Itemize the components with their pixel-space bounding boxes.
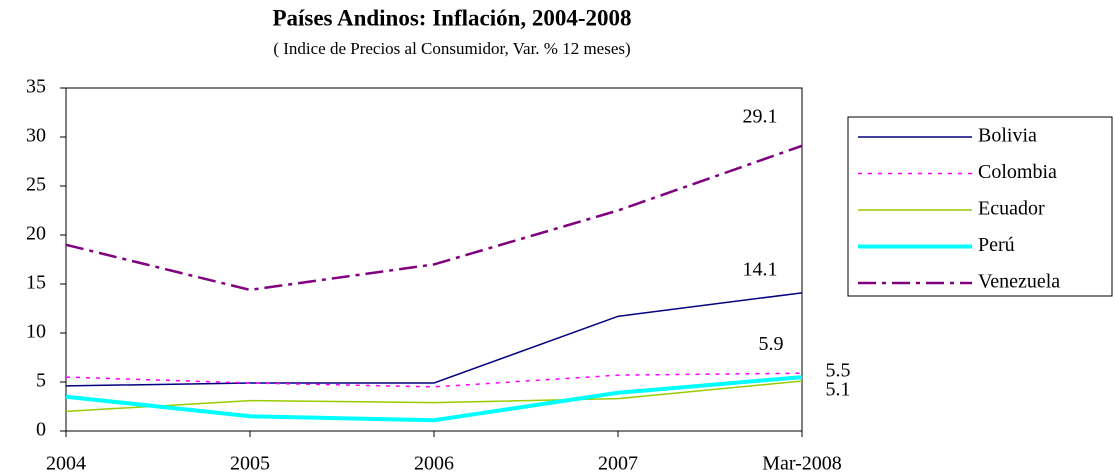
y-tick-label: 0 [36, 419, 46, 441]
series-line [65, 292, 803, 387]
chart-title: Países Andinos: Inflación, 2004-2008 [272, 5, 631, 30]
legend-label: Venezuela [978, 271, 1060, 293]
data-label: 5.5 [826, 360, 851, 382]
series-line [65, 144, 803, 292]
legend-label: Perú [978, 234, 1015, 256]
chart-subtitle: ( Indice de Precios al Consumidor, Var. … [273, 39, 630, 58]
y-tick-label: 35 [26, 76, 46, 98]
y-tick-label: 25 [26, 174, 46, 196]
plot-frame [65, 87, 803, 432]
series-line [65, 372, 803, 388]
series-line [65, 380, 803, 413]
legend-label: Bolivia [978, 125, 1037, 147]
data-label: 29.1 [743, 105, 778, 127]
x-tick-label: Mar-2008 [762, 453, 842, 474]
y-tick-label: 15 [26, 272, 46, 294]
legend-label: Colombia [978, 161, 1057, 183]
data-label: 14.1 [743, 258, 778, 280]
x-tick-label: 2005 [230, 453, 270, 474]
y-tick-label: 10 [26, 321, 46, 343]
x-tick-label: 2006 [414, 453, 454, 474]
series-line [65, 375, 803, 423]
legend-box [847, 116, 1113, 297]
y-tick-label: 5 [36, 370, 46, 392]
y-tick-label: 20 [26, 223, 46, 245]
data-label: 5.9 [759, 333, 784, 355]
x-tick-label: 2004 [46, 453, 86, 474]
data-label: 5.1 [826, 379, 851, 401]
legend-label: Ecuador [978, 198, 1045, 220]
x-tick-label: 2007 [598, 453, 638, 474]
y-tick-label: 30 [26, 125, 46, 147]
